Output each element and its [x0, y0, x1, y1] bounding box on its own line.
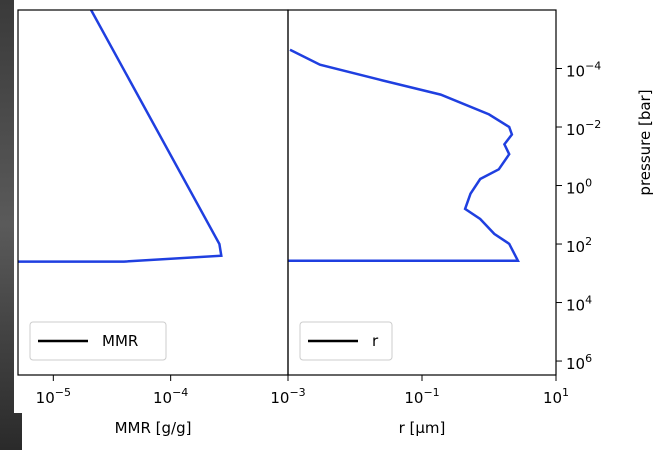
- x-tick-label: 10−4: [153, 386, 188, 407]
- y-tick-label: 10−4: [566, 60, 601, 81]
- x-tick-label: 10−3: [270, 386, 305, 407]
- y-tick-label: 102: [566, 235, 592, 256]
- y-axis-label: pressure [bar]: [636, 89, 654, 195]
- x-tick-label: 101: [543, 386, 569, 407]
- x-axis-label: MMR [g/g]: [115, 419, 192, 437]
- legend-label: r: [372, 332, 379, 350]
- x-tick-label: 10−1: [404, 386, 439, 407]
- y-tick-label: 10−2: [566, 118, 601, 139]
- y-tick-label: 106: [566, 352, 592, 373]
- legend-box: [29, 321, 167, 361]
- figure-bg: [22, 370, 662, 450]
- x-tick-label: 10−5: [36, 386, 71, 407]
- profile-line: [18, 10, 223, 263]
- profile-line: [288, 48, 520, 262]
- legend-label: MMR: [102, 332, 138, 350]
- x-axis-label: r [μm]: [399, 419, 446, 437]
- y-tick-label: 100: [566, 177, 592, 198]
- y-tick-label: 104: [566, 294, 592, 315]
